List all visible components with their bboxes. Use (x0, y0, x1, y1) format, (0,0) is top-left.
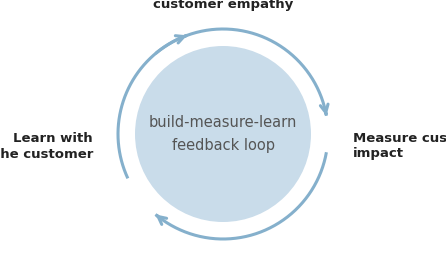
Text: Learn with
the customer: Learn with the customer (0, 132, 93, 161)
Text: Build with
customer empathy: Build with customer empathy (153, 0, 293, 11)
Text: build-measure-learn
feedback loop: build-measure-learn feedback loop (149, 116, 297, 152)
Ellipse shape (135, 46, 311, 222)
Text: Measure customer
impact: Measure customer impact (353, 132, 446, 161)
